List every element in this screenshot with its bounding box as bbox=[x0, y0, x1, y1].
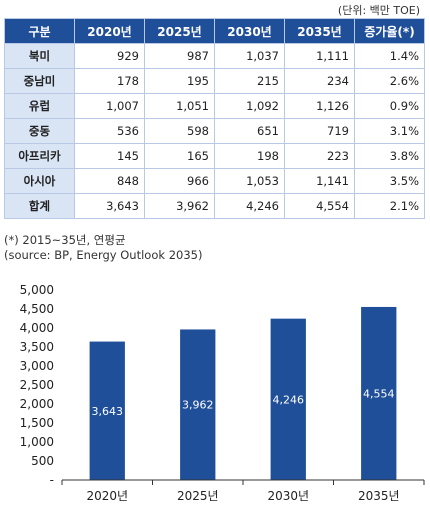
table-cell: 848 bbox=[74, 168, 145, 194]
table-cell: 1,007 bbox=[74, 93, 145, 119]
bar bbox=[361, 306, 397, 480]
table-cell: 966 bbox=[144, 168, 215, 194]
x-tick-label: 2035년 bbox=[358, 489, 400, 503]
y-tick-label: 4,000 bbox=[20, 321, 54, 335]
table-cell: 536 bbox=[74, 118, 145, 144]
table-cell: 2.1% bbox=[354, 193, 425, 219]
table-cell: 3,962 bbox=[144, 193, 215, 219]
table-cell: 1,037 bbox=[214, 43, 285, 69]
table-cell: 651 bbox=[214, 118, 285, 144]
source-note: (source: BP, Energy Outlook 2035) bbox=[4, 248, 203, 262]
table-cell: 3.5% bbox=[354, 168, 425, 194]
x-axis-ticks: 2020년 2025년 2030년 2035년 bbox=[61, 480, 425, 503]
table-cell: 719 bbox=[284, 118, 355, 144]
row-header: 북미 bbox=[4, 43, 75, 69]
bar bbox=[270, 318, 306, 480]
table-cell: 2.6% bbox=[354, 68, 425, 94]
y-tick-label: 3,000 bbox=[20, 359, 54, 373]
column-header: 2030년 bbox=[214, 18, 285, 44]
table-cell: 1,092 bbox=[214, 93, 285, 119]
table-header-row: 구분 2020년 2025년 2030년 2035년 증가율(*) bbox=[4, 18, 425, 44]
table-row: 중동 536 598 651 719 3.1% bbox=[4, 118, 425, 144]
unit-label: (단위: 백만 TOE) bbox=[337, 4, 420, 17]
y-tick-label: 2,500 bbox=[20, 378, 54, 392]
table-cell: 1,053 bbox=[214, 168, 285, 194]
energy-demand-table: 구분 2020년 2025년 2030년 2035년 증가율(*) 북미 929… bbox=[4, 18, 425, 219]
bar-data-label: 3,962 bbox=[182, 399, 214, 412]
table-row: 아시아 848 966 1,053 1,141 3.5% bbox=[4, 168, 425, 194]
table-cell: 1,051 bbox=[144, 93, 215, 119]
table-cell: 929 bbox=[74, 43, 145, 69]
table-row: 아프리카 145 165 198 223 3.8% bbox=[4, 143, 425, 169]
table-cell: 178 bbox=[74, 68, 145, 94]
row-header: 중동 bbox=[4, 118, 75, 144]
table-cell: 165 bbox=[144, 143, 215, 169]
table-cell: 987 bbox=[144, 43, 215, 69]
row-header: 아프리카 bbox=[4, 143, 75, 169]
y-tick-label: 5,000 bbox=[20, 283, 54, 297]
table-cell: 4,246 bbox=[214, 193, 285, 219]
bar-chart: - 500 1,000 1,500 2,000 2,500 3,000 3,500 4,000 4… bbox=[20, 283, 425, 503]
column-header: 2025년 bbox=[144, 18, 215, 44]
column-header: 2020년 bbox=[74, 18, 145, 44]
y-tick-label: 3,500 bbox=[20, 340, 54, 354]
table-cell: 1,141 bbox=[284, 168, 355, 194]
table-row: 북미 929 987 1,037 1,111 1.4% bbox=[4, 43, 425, 69]
table-cell: 215 bbox=[214, 68, 285, 94]
y-tick-label: 2,000 bbox=[20, 397, 54, 411]
y-tick-label: - bbox=[50, 473, 54, 487]
row-header: 유럽 bbox=[4, 93, 75, 119]
column-header: 2035년 bbox=[284, 18, 355, 44]
table-cell: 198 bbox=[214, 143, 285, 169]
table-cell: 3.1% bbox=[354, 118, 425, 144]
y-tick-label: 4,500 bbox=[20, 302, 54, 316]
bar-data-label: 3,643 bbox=[92, 405, 124, 418]
y-tick-label: 1,000 bbox=[20, 435, 54, 449]
table-cell: 195 bbox=[144, 68, 215, 94]
growth-rate-footnote: (*) 2015~35년, 연평균 bbox=[4, 233, 126, 247]
x-tick-label: 2030년 bbox=[267, 489, 309, 503]
bar bbox=[89, 341, 125, 480]
y-tick-label: 1,500 bbox=[20, 416, 54, 430]
table-row-total: 합계 3,643 3,962 4,246 4,554 2.1% bbox=[4, 193, 425, 219]
table-cell: 1,126 bbox=[284, 93, 355, 119]
bar bbox=[180, 329, 216, 480]
x-tick-label: 2020년 bbox=[86, 489, 128, 503]
table-cell: 223 bbox=[284, 143, 355, 169]
y-tick-label: 500 bbox=[31, 454, 54, 468]
bar-data-label: 4,246 bbox=[273, 393, 305, 406]
bar-data-label: 4,554 bbox=[363, 387, 395, 400]
column-header: 증가율(*) bbox=[354, 18, 425, 44]
table-cell: 145 bbox=[74, 143, 145, 169]
row-header: 아시아 bbox=[4, 168, 75, 194]
table-cell: 0.9% bbox=[354, 93, 425, 119]
table-cell: 3,643 bbox=[74, 193, 145, 219]
table-cell: 3.8% bbox=[354, 143, 425, 169]
bar-series: 3,643 3,962 4,246 4,554 bbox=[89, 306, 397, 480]
table-cell: 598 bbox=[144, 118, 215, 144]
table-row: 유럽 1,007 1,051 1,092 1,126 0.9% bbox=[4, 93, 425, 119]
x-tick-label: 2025년 bbox=[177, 489, 219, 503]
row-header: 중남미 bbox=[4, 68, 75, 94]
row-header: 합계 bbox=[4, 193, 75, 219]
table-cell: 1.4% bbox=[354, 43, 425, 69]
table-row: 중남미 178 195 215 234 2.6% bbox=[4, 68, 425, 94]
table-cell: 234 bbox=[284, 68, 355, 94]
y-axis-ticks: - 500 1,000 1,500 2,000 2,500 3,000 3,500 4,000 4… bbox=[20, 283, 54, 487]
table-cell: 1,111 bbox=[284, 43, 355, 69]
column-header: 구분 bbox=[4, 18, 75, 44]
table-cell: 4,554 bbox=[284, 193, 355, 219]
